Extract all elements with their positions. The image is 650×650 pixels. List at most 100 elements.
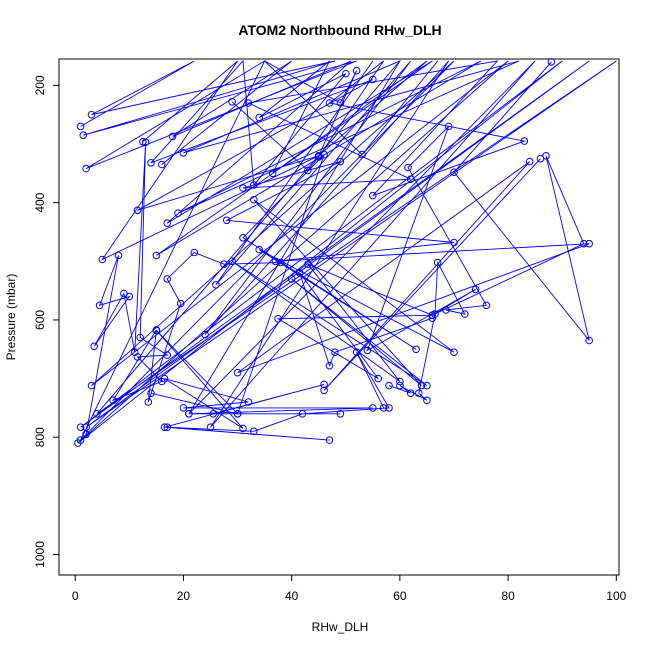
data-point: [244, 398, 253, 406]
data-point: [233, 410, 242, 418]
data-point: [271, 257, 280, 266]
data-point: [547, 58, 556, 66]
y-axis: 200 400 600 800 1000: [33, 75, 59, 568]
data-point: [239, 184, 247, 192]
data-point: [147, 389, 155, 398]
series-line-6: [231, 154, 455, 414]
data-point: [296, 269, 304, 277]
data-point: [190, 248, 199, 257]
data-point: [133, 353, 142, 361]
data-point: [406, 389, 415, 398]
data-point: [220, 260, 228, 269]
data-point: [120, 289, 128, 298]
x-tick-label: 60: [393, 589, 407, 603]
y-tick-label: 800: [33, 427, 47, 447]
data-point: [152, 251, 161, 260]
data-point: [201, 330, 209, 339]
data-point: [369, 404, 377, 412]
data-point: [163, 423, 171, 432]
data-point: [450, 168, 458, 176]
data-point: [82, 430, 90, 439]
x-axis: 0 20 40 60 80 100: [72, 575, 627, 603]
data-point: [79, 131, 88, 139]
series-line-4: [85, 142, 281, 435]
data-point: [147, 159, 155, 167]
data-point: [95, 301, 104, 310]
data-point: [179, 404, 188, 412]
data-point: [412, 345, 420, 354]
data-point: [396, 381, 404, 390]
chart-title: ATOM2 Northbound RHw_DLH: [238, 22, 441, 38]
data-point: [374, 374, 383, 383]
data-point: [428, 311, 437, 320]
data-point: [287, 275, 296, 283]
data-point: [141, 138, 150, 147]
y-tick-label: 200: [33, 75, 47, 95]
data-point: [358, 150, 366, 159]
data-point: [352, 348, 361, 357]
data-point: [369, 75, 377, 84]
data-point: [385, 404, 393, 412]
data-point: [415, 389, 423, 398]
data-point: [482, 301, 491, 310]
data-point: [442, 306, 450, 314]
data-point: [228, 98, 236, 106]
data-point: [325, 361, 334, 370]
data-point: [274, 315, 282, 323]
data-point: [433, 258, 442, 267]
data-point: [176, 299, 185, 308]
data-point: [250, 181, 258, 189]
data-point: [109, 396, 117, 405]
data-point: [471, 285, 480, 294]
data-point: [98, 255, 107, 264]
data-point: [87, 381, 96, 390]
data-point: [304, 166, 312, 175]
data-point: [144, 398, 153, 406]
data-point: [304, 260, 312, 269]
x-tick-label: 100: [606, 589, 626, 603]
data-point: [461, 310, 469, 318]
data-point: [250, 195, 258, 204]
data-point: [212, 281, 220, 289]
y-tick-label: 1000: [33, 541, 47, 568]
data-point: [168, 132, 177, 141]
data-point: [542, 152, 550, 160]
data-point: [325, 99, 334, 107]
data-point: [417, 381, 426, 390]
series-line-5: [150, 330, 390, 441]
data-point: [363, 346, 372, 355]
data-point: [336, 157, 345, 166]
data-point: [239, 424, 247, 433]
data-point: [450, 348, 458, 357]
data-point: [160, 374, 169, 383]
data-point: [352, 66, 361, 75]
series-line-2: [156, 60, 536, 428]
data-point: [404, 163, 412, 172]
data-point: [406, 175, 415, 183]
data-point: [525, 157, 534, 166]
data-point: [160, 423, 169, 432]
data-point: [585, 336, 594, 345]
data-point: [580, 239, 588, 248]
x-axis-label: RHw_DLH: [312, 620, 369, 634]
data-point: [320, 380, 328, 389]
data-point: [325, 436, 334, 444]
series-points: [74, 58, 594, 447]
data-point: [152, 326, 161, 335]
x-tick-label: 80: [501, 589, 515, 603]
data-point: [74, 439, 82, 447]
data-point: [385, 381, 393, 390]
data-point: [369, 191, 377, 200]
data-point: [320, 386, 328, 395]
series-line-7: [366, 61, 590, 401]
data-point: [255, 245, 264, 254]
data-point: [233, 368, 242, 377]
data-point: [139, 137, 147, 146]
data-point: [158, 160, 166, 169]
data-point: [206, 423, 215, 432]
data-point: [423, 396, 431, 405]
data-point: [185, 410, 193, 418]
data-point: [342, 69, 350, 78]
data-point: [585, 239, 594, 248]
data-point: [239, 234, 247, 242]
